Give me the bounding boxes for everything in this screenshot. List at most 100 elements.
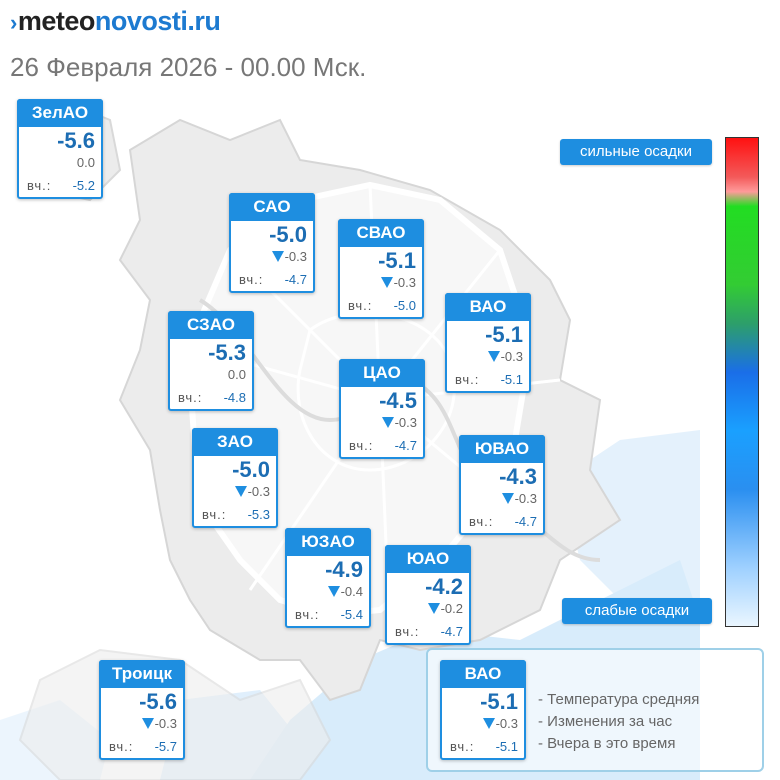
yesterday-label: вч.: bbox=[395, 624, 420, 639]
hourly-change-value: 0.0 bbox=[227, 367, 246, 382]
hourly-change: -0.2 bbox=[427, 601, 463, 616]
temperature-value: -4.2 bbox=[425, 574, 463, 599]
legend-line-change: - Изменения за час bbox=[538, 713, 673, 730]
yesterday-value: -5.7 bbox=[154, 739, 177, 754]
temperature-value: -5.0 bbox=[269, 222, 307, 247]
district-name: ЮВАО bbox=[459, 435, 545, 463]
hourly-change-value: -0.3 bbox=[154, 716, 177, 731]
yesterday-value: -5.4 bbox=[340, 607, 363, 622]
yesterday-label: вч.: bbox=[455, 372, 480, 387]
hourly-change-value: -0.2 bbox=[440, 601, 463, 616]
hourly-change: 0.0 bbox=[228, 367, 246, 382]
legend-box: ВАО -5.1 -0.3 вч.: -5.1 - Температура ср… bbox=[426, 648, 764, 772]
down-arrow-icon bbox=[482, 718, 495, 729]
yesterday-value: -4.8 bbox=[223, 390, 246, 405]
legend-line-yesterday: - Вчера в это время bbox=[538, 735, 676, 752]
down-arrow-icon bbox=[381, 417, 394, 428]
district-name: Троицк bbox=[99, 660, 185, 688]
down-arrow-icon bbox=[501, 493, 514, 504]
legend-sample-card: ВАО -5.1 -0.3 вч.: -5.1 bbox=[440, 660, 526, 760]
district-card-zelao: ЗелАО -5.6 0.0 вч.: -5.2 bbox=[17, 99, 103, 199]
yesterday-value: -4.7 bbox=[440, 624, 463, 639]
hourly-change-value: -0.3 bbox=[247, 484, 270, 499]
yesterday-value: -5.1 bbox=[495, 739, 518, 754]
logo-mark-icon: › bbox=[10, 10, 17, 35]
yesterday-label: вч.: bbox=[178, 390, 203, 405]
hourly-change-value: -0.3 bbox=[284, 249, 307, 264]
district-card-yuao: ЮАО -4.2 -0.2 вч.: -4.7 bbox=[385, 545, 471, 645]
hourly-change: -0.3 bbox=[501, 491, 537, 506]
temperature-value: -4.5 bbox=[379, 388, 417, 413]
temperature-value: -5.6 bbox=[57, 128, 95, 153]
yesterday-label: вч.: bbox=[349, 438, 374, 453]
yesterday-label: вч.: bbox=[239, 272, 264, 287]
down-arrow-icon bbox=[141, 718, 154, 729]
district-name: ВАО bbox=[440, 660, 526, 688]
down-arrow-icon bbox=[380, 277, 393, 288]
hourly-change-value: 0.0 bbox=[76, 155, 95, 170]
yesterday-label: вч.: bbox=[295, 607, 320, 622]
hourly-change: -0.3 bbox=[234, 484, 270, 499]
district-name: ВАО bbox=[445, 293, 531, 321]
district-card-sao: САО -5.0 -0.3 вч.: -4.7 bbox=[229, 193, 315, 293]
yesterday-value: -4.7 bbox=[514, 514, 537, 529]
down-arrow-icon bbox=[327, 586, 340, 597]
district-card-troitsk: Троицк -5.6 -0.3 вч.: -5.7 bbox=[99, 660, 185, 760]
hourly-change: -0.3 bbox=[380, 275, 416, 290]
hourly-change: 0.0 bbox=[77, 155, 95, 170]
hourly-change-value: -0.3 bbox=[393, 275, 416, 290]
yesterday-value: -5.1 bbox=[500, 372, 523, 387]
down-arrow-icon bbox=[427, 603, 440, 614]
temperature-value: -5.1 bbox=[378, 248, 416, 273]
district-card-zao: ЗАО -5.0 -0.3 вч.: -5.3 bbox=[192, 428, 278, 528]
temperature-value: -4.3 bbox=[499, 464, 537, 489]
legend-line-temperature: - Температура средняя bbox=[538, 691, 700, 708]
district-name: ЮАО bbox=[385, 545, 471, 573]
temperature-value: -5.3 bbox=[208, 340, 246, 365]
district-card-szao: СЗАО -5.3 0.0 вч.: -4.8 bbox=[168, 311, 254, 411]
yesterday-value: -5.2 bbox=[72, 178, 95, 193]
hourly-change: -0.3 bbox=[271, 249, 307, 264]
district-card-cao: ЦАО -4.5 -0.3 вч.: -4.7 bbox=[339, 359, 425, 459]
yesterday-value: -5.0 bbox=[393, 298, 416, 313]
hourly-change-value: -0.3 bbox=[495, 716, 518, 731]
precip-color-scale bbox=[725, 137, 759, 627]
district-name: СВАО bbox=[338, 219, 424, 247]
hourly-change-value: -0.4 bbox=[340, 584, 363, 599]
temperature-value: -4.9 bbox=[325, 557, 363, 582]
hourly-change: -0.3 bbox=[141, 716, 177, 731]
temperature-value: -5.1 bbox=[485, 322, 523, 347]
temperature-value: -5.0 bbox=[232, 457, 270, 482]
district-name: ЗелАО bbox=[17, 99, 103, 127]
hourly-change: -0.4 bbox=[327, 584, 363, 599]
district-name: САО bbox=[229, 193, 315, 221]
yesterday-label: вч.: bbox=[109, 739, 134, 754]
down-arrow-icon bbox=[271, 251, 284, 262]
district-card-yuzao: ЮЗАО -4.9 -0.4 вч.: -5.4 bbox=[285, 528, 371, 628]
hourly-change: -0.3 bbox=[381, 415, 417, 430]
district-name: ЮЗАО bbox=[285, 528, 371, 556]
hourly-change-value: -0.3 bbox=[394, 415, 417, 430]
logo-prefix: meteo bbox=[17, 6, 96, 36]
precip-low-label: слабые осадки bbox=[562, 598, 712, 624]
hourly-change: -0.3 bbox=[487, 349, 523, 364]
yesterday-value: -5.3 bbox=[247, 507, 270, 522]
district-name: ЦАО bbox=[339, 359, 425, 387]
temperature-value: -5.6 bbox=[139, 689, 177, 714]
district-name: ЗАО bbox=[192, 428, 278, 456]
yesterday-value: -4.7 bbox=[284, 272, 307, 287]
down-arrow-icon bbox=[487, 351, 500, 362]
logo-suffix: novosti.ru bbox=[94, 6, 221, 36]
district-name: СЗАО bbox=[168, 311, 254, 339]
yesterday-label: вч.: bbox=[348, 298, 373, 313]
district-card-yuvao: ЮВАО -4.3 -0.3 вч.: -4.7 bbox=[459, 435, 545, 535]
down-arrow-icon bbox=[234, 486, 247, 497]
page-subtitle: 26 Февраля 2026 - 00.00 Мск. bbox=[10, 52, 367, 82]
precip-high-label: сильные осадки bbox=[560, 139, 712, 165]
yesterday-value: -4.7 bbox=[394, 438, 417, 453]
yesterday-label: вч.: bbox=[469, 514, 494, 529]
district-card-vao: ВАО -5.1 -0.3 вч.: -5.1 bbox=[445, 293, 531, 393]
yesterday-label: вч.: bbox=[27, 178, 52, 193]
temperature-value: -5.1 bbox=[480, 689, 518, 714]
site-logo: ›meteonovosti.ru bbox=[10, 6, 221, 37]
